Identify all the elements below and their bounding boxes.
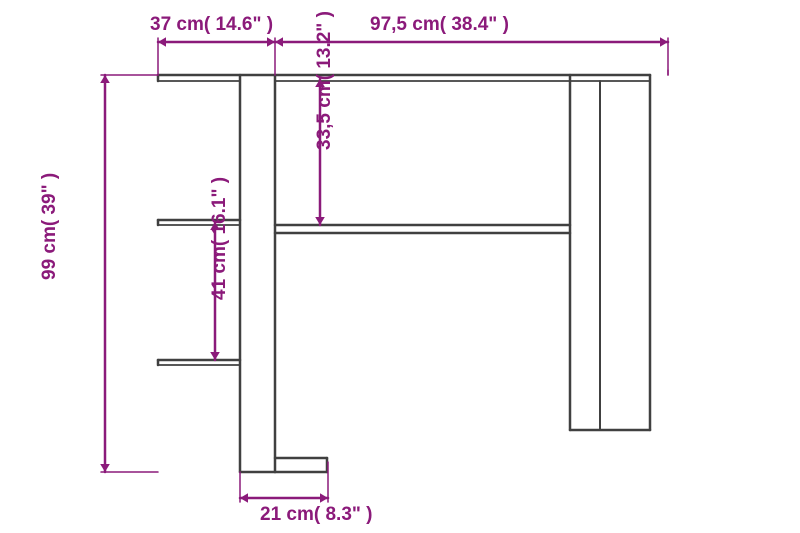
svg-text:21 cm( 8.3" ): 21 cm( 8.3" ): [260, 504, 373, 525]
svg-text:41 cm( 16.1" ): 41 cm( 16.1" ): [209, 177, 230, 300]
svg-text:97,5 cm( 38.4" ): 97,5 cm( 38.4" ): [370, 14, 509, 35]
svg-text:37 cm( 14.6" ): 37 cm( 14.6" ): [150, 14, 273, 35]
svg-text:99 cm( 39" ): 99 cm( 39" ): [39, 173, 60, 280]
svg-text:33,5 cm( 13.2" ): 33,5 cm( 13.2" ): [314, 11, 335, 150]
